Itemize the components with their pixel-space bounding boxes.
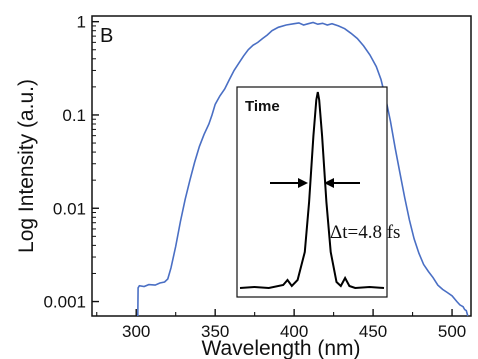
y-tick-label-0.1: 0.1 <box>62 106 86 125</box>
pulse-duration-annotation: Δt=4.8 fs <box>330 222 400 243</box>
x-tick-label-300: 300 <box>122 322 150 341</box>
y-tick-label-0.01: 0.01 <box>53 199 86 218</box>
y-axis-tick-labels: 0.001 0.01 0.1 1 <box>43 13 86 312</box>
inset-title: Time <box>245 98 280 115</box>
plot-frame <box>91 15 472 317</box>
y-axis-ticks <box>92 20 99 303</box>
inset-plot: Time Δt=4.8 fs <box>236 86 400 298</box>
main-plot-area: 300 350 400 450 500 0.001 0.01 0.1 1 <box>43 13 472 341</box>
x-tick-label-500: 500 <box>438 322 466 341</box>
fwhm-left-arrow-head <box>298 178 308 188</box>
fwhm-arrows <box>270 178 360 188</box>
x-axis-tick-labels: 300 350 400 450 500 <box>122 322 466 341</box>
inset-frame <box>236 86 388 298</box>
y-axis-title: Log Intensity (a.u.) <box>15 79 38 253</box>
y-tick-label-0.001: 0.001 <box>43 293 86 312</box>
y-tick-label-1: 1 <box>77 13 86 32</box>
x-axis-title: Wavelength (nm) <box>201 337 360 359</box>
x-tick-label-400: 400 <box>280 322 308 341</box>
fwhm-right-arrow-head <box>324 178 334 188</box>
x-tick-label-350: 350 <box>201 322 229 341</box>
x-tick-label-450: 450 <box>359 322 387 341</box>
panel-label: B <box>100 25 113 47</box>
pulse-line <box>239 91 385 290</box>
spectrum-line <box>137 21 469 317</box>
x-axis-ticks <box>96 309 453 316</box>
